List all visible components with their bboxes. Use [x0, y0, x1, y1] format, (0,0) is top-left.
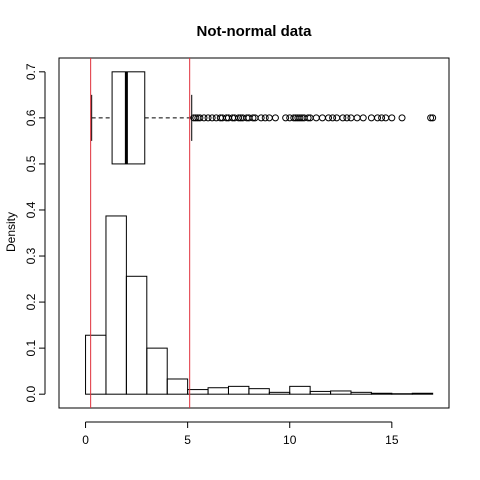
outlier-point	[429, 114, 437, 122]
x-tick-label: 15	[385, 433, 399, 447]
outlier-point	[200, 114, 208, 122]
outlier-point	[312, 114, 320, 122]
x-axis: 0 5 10 15	[82, 421, 399, 447]
outlier-point	[398, 114, 406, 122]
histogram-bar	[227, 385, 250, 395]
histogram-bar	[330, 390, 352, 395]
outlier-point	[265, 114, 273, 122]
histogram-bar	[187, 389, 209, 395]
x-tick-label: 10	[283, 433, 297, 447]
outlier-point	[353, 114, 361, 122]
y-axis-label: Density	[4, 212, 18, 252]
histogram-bar	[370, 392, 393, 395]
outlier-point	[257, 114, 265, 122]
y-tick-label: 0.5	[24, 155, 38, 172]
x-tick-label: 5	[184, 433, 191, 447]
outlier-point	[325, 114, 333, 122]
histogram-bar	[289, 385, 311, 395]
outlier-point	[249, 114, 257, 122]
x-tick-label: 0	[82, 433, 89, 447]
boxplot	[91, 71, 193, 165]
histogram-bar	[85, 334, 107, 395]
outlier-point	[196, 114, 204, 122]
histogram-bar	[309, 390, 332, 395]
outlier-point	[382, 114, 390, 122]
outlier-point	[271, 114, 279, 122]
histogram-bar	[350, 391, 372, 395]
histogram-bar	[411, 392, 434, 395]
outlier-point	[304, 114, 312, 122]
outlier-point	[204, 114, 212, 122]
outlier-point	[374, 114, 382, 122]
outlier-point	[339, 114, 347, 122]
outlier-point	[359, 114, 367, 122]
histogram-bars	[85, 215, 434, 395]
outlier-point	[235, 114, 243, 122]
y-axis: 0.0 0.1 0.2 0.3 0.4 0.5 0.6 0.7	[24, 63, 46, 403]
histogram-bar	[125, 275, 148, 395]
chart-title: Not-normal data	[196, 23, 312, 40]
histogram-bar	[248, 388, 270, 395]
histogram-bar	[166, 378, 189, 395]
y-tick-label: 0.4	[24, 201, 38, 218]
outlier-point	[192, 114, 200, 122]
y-tick-label: 0.1	[24, 339, 38, 356]
y-tick-label: 0.7	[24, 63, 38, 80]
y-tick-label: 0.6	[24, 109, 38, 126]
outlier-point	[296, 114, 304, 122]
histogram-bar	[146, 347, 168, 395]
outlier-point	[378, 114, 386, 122]
y-tick-label: 0.2	[24, 293, 38, 310]
boxplot-outliers	[190, 114, 437, 122]
y-tick-label: 0.3	[24, 247, 38, 264]
outlier-point	[208, 114, 216, 122]
outlier-point	[347, 114, 355, 122]
outlier-point	[329, 114, 337, 122]
box-iqr	[111, 71, 146, 165]
histogram-bar	[268, 391, 291, 395]
outlier-point	[261, 114, 269, 122]
outlier-point	[333, 114, 341, 122]
outlier-point	[427, 114, 435, 122]
outlier-point	[282, 114, 290, 122]
histogram-bar	[207, 387, 229, 395]
plot-frame	[58, 57, 450, 409]
outlier-point	[367, 114, 375, 122]
outlier-point	[318, 114, 326, 122]
outlier-point	[388, 114, 396, 122]
reference-lines	[90, 58, 191, 408]
outlier-point	[343, 114, 351, 122]
y-tick-label: 0.0	[24, 386, 38, 403]
histogram-bar	[105, 215, 127, 395]
